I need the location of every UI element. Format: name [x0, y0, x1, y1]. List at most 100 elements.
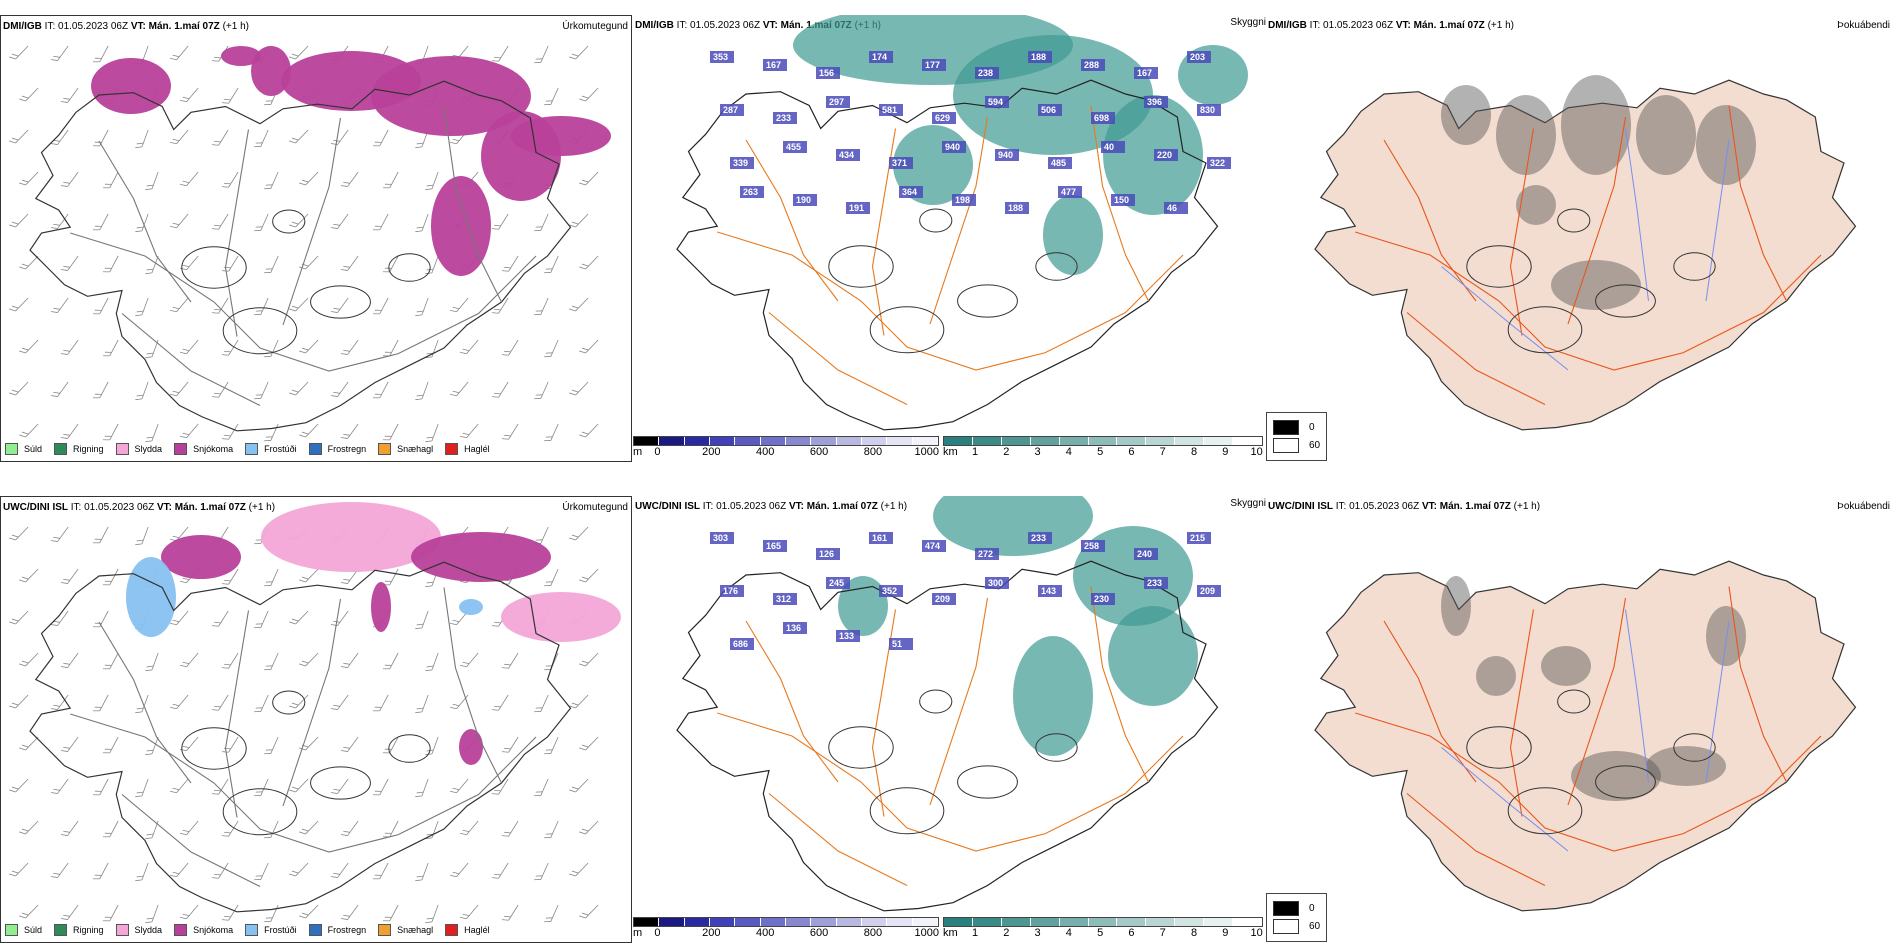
- wind-barb: [50, 526, 69, 542]
- cloud-base-patch: [773, 593, 797, 605]
- wind-barb: [501, 736, 519, 753]
- legend-label: Snjókoma: [193, 444, 234, 454]
- glacier-outline: [1507, 306, 1583, 354]
- cloud-base-label: 126: [819, 549, 834, 559]
- init-time: IT: 01.05.2023 06Z: [44, 21, 129, 32]
- scale-tick-label: 5: [1097, 446, 1104, 458]
- scale-step: [1059, 437, 1089, 445]
- cloud-legend-row: 60: [1273, 919, 1320, 934]
- wind-barb: [544, 820, 559, 839]
- legend-swatch: [245, 443, 259, 455]
- road-line: [768, 312, 908, 405]
- wind-barb: [449, 862, 469, 878]
- scale-tick-label: 6: [1128, 927, 1135, 939]
- wind-barb: [221, 904, 239, 921]
- wind-barb: [544, 87, 559, 106]
- scale-unit: km: [943, 927, 958, 939]
- wind-barb: [372, 297, 389, 315]
- cloud-base-patch: [793, 194, 817, 206]
- cloud-base-label: 198: [955, 195, 970, 205]
- precip-area: [251, 46, 291, 96]
- cloud-base-patch: [1187, 51, 1211, 63]
- cloud-base-label: 477: [1061, 187, 1076, 197]
- precip-area: [221, 46, 261, 66]
- wind-barb: [299, 423, 319, 438]
- cloud-base-patch: [995, 149, 1019, 161]
- cloud-base-patch: [1144, 577, 1168, 589]
- legend-label: Snjókoma: [193, 925, 234, 935]
- coastline: [676, 560, 1219, 912]
- wind-barb: [9, 694, 29, 709]
- wind-barb: [372, 381, 389, 399]
- wind-barb: [254, 694, 269, 713]
- wind-barb: [491, 297, 509, 314]
- scale-tick-label: 6: [1128, 446, 1135, 458]
- wind-barb: [544, 904, 559, 923]
- river-line: [1441, 747, 1569, 852]
- panel-title: UWC/DINI ISL IT: 01.05.2023 06Z VT: Mán.…: [3, 502, 275, 513]
- river-line: [1705, 620, 1730, 783]
- wind-barb: [169, 381, 189, 397]
- wind-barb: [264, 339, 279, 358]
- glacier-outline: [181, 727, 247, 770]
- panel-title: UWC/DINI ISL IT: 01.05.2023 06Z VT: Mán.…: [635, 501, 907, 512]
- scale-tick-label: 9: [1222, 927, 1229, 939]
- precip-area: [161, 535, 241, 579]
- wind-barb: [501, 652, 519, 669]
- cloud-legend-label: 0: [1309, 903, 1315, 914]
- fog-title: Þokuábendi: [1837, 501, 1890, 512]
- wind-barb: [92, 862, 109, 880]
- wind-barb: [145, 255, 159, 275]
- wind-barb: [491, 213, 509, 230]
- cloud-base-patch: [1048, 157, 1072, 169]
- wind-barb: [382, 568, 399, 586]
- cloud-base-label: 51: [892, 639, 902, 649]
- river-line: [1705, 139, 1730, 302]
- wind-barb: [102, 423, 119, 441]
- legend-label: Frostregn: [327, 444, 367, 454]
- wind-barb: [425, 423, 439, 443]
- fog-index-area: [1516, 185, 1556, 225]
- glacier-outline: [919, 208, 953, 233]
- legend-swatch: [445, 443, 459, 455]
- road-line: [1383, 620, 1477, 783]
- fog-map: [1314, 560, 1857, 912]
- cloud-base-label: 830: [1200, 105, 1215, 115]
- legend-swatch: [378, 443, 392, 455]
- scale-step: [836, 437, 862, 445]
- wind-barb: [211, 213, 229, 230]
- road-line: [1383, 139, 1477, 302]
- cloud-base-patch: [720, 585, 744, 597]
- wind-barb: [179, 87, 199, 103]
- wind-barb: [211, 297, 229, 314]
- wind-barb: [372, 213, 389, 231]
- scale-step: [887, 437, 913, 445]
- wind-barb: [340, 255, 359, 271]
- legend-item: Haglél: [445, 443, 490, 455]
- legend-item: Snæhagl: [378, 924, 433, 936]
- wind-barb: [19, 568, 39, 583]
- cloud-base-patch: [836, 630, 860, 642]
- scale-bar: [633, 917, 939, 927]
- scale-tick-label: 10: [1250, 927, 1263, 939]
- scale-step: [760, 437, 786, 445]
- wind-barb: [60, 255, 79, 271]
- glacier-outline: [272, 209, 306, 234]
- legend-label: Frostúði: [264, 925, 297, 935]
- model-name: DMI/IGB: [1268, 20, 1307, 31]
- glacier-outline: [1035, 733, 1078, 762]
- road-line: [929, 597, 989, 806]
- valid-time: VT: Mán. 1.maí 07Z: [788, 501, 878, 512]
- cloud-base-patch: [869, 51, 893, 63]
- wind-barb: [60, 652, 79, 668]
- wind-barb: [179, 339, 199, 355]
- wind-barb: [425, 904, 439, 924]
- cloud-base-label: 312: [776, 594, 791, 604]
- wind-barb: [340, 736, 359, 752]
- cloud-base-label: 188: [1031, 52, 1046, 62]
- wind-barb: [179, 423, 199, 439]
- road-line: [1728, 105, 1787, 302]
- wind-barb: [92, 213, 109, 231]
- glacier-outline: [869, 787, 945, 835]
- wind-barb: [179, 736, 199, 752]
